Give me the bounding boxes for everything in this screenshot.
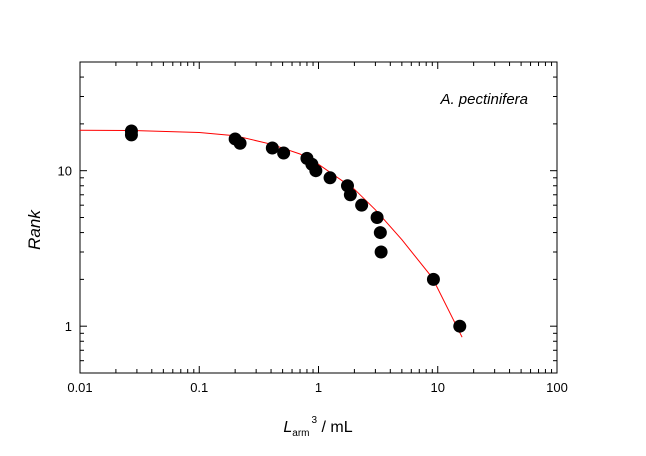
x-tick-label: 0.01 [67,380,92,395]
data-point [309,164,323,178]
x-label-suffix: / mL [317,419,353,436]
x-tick-label: 1 [315,380,322,395]
data-point [374,245,388,259]
data-point [343,188,357,202]
x-tick-label: 10 [431,380,445,395]
data-point [373,226,387,240]
x-label-subscript: arm [292,428,309,439]
data-point [233,136,247,150]
data-point [355,198,369,212]
species-annotation: A. pectinifera [439,91,528,108]
data-point [124,128,138,142]
data-point [426,272,440,286]
data-point [265,141,279,155]
data-point [370,211,384,224]
data-point [323,171,337,185]
x-label-main: L [283,419,292,436]
y-axis-label: Rank [25,209,44,250]
data-point [277,146,291,160]
y-tick-label: 1 [65,319,72,334]
plot-frame [79,61,558,374]
x-axis-label: Larm3 / mL [283,415,352,439]
y-tick-label: 10 [58,164,72,179]
x-tick-label: 100 [546,380,568,395]
x-label-superscript: 3 [312,415,318,426]
data-point [453,319,467,333]
fit-curve [79,129,463,338]
x-tick-label: 0.1 [190,380,208,395]
